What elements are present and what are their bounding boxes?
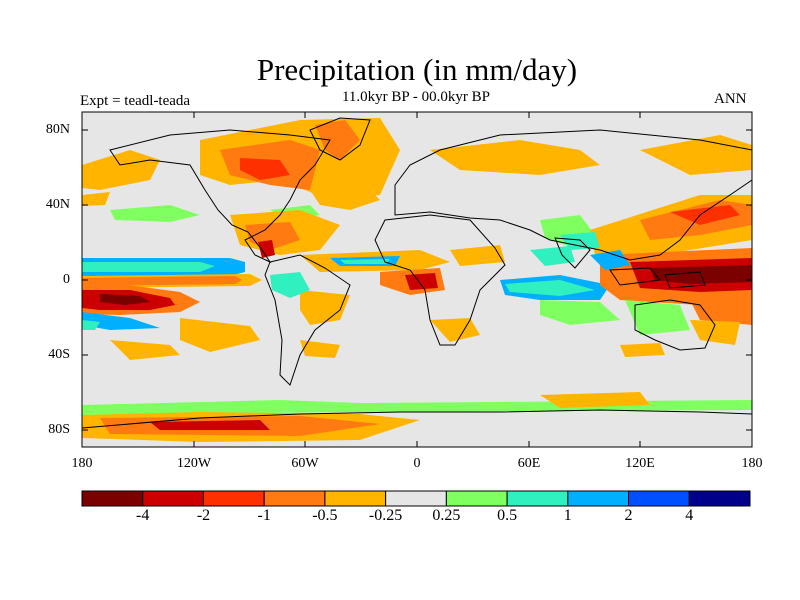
anomaly-eq-pacific-orange <box>82 276 242 286</box>
lon-tick-60e: 60E <box>517 456 541 471</box>
colorbar-swatch <box>81 490 144 507</box>
colorbar-swatch <box>324 490 387 507</box>
anomaly-asia-orange-red <box>670 205 740 225</box>
colorbar-label: -4 <box>136 507 150 524</box>
colorbar-label: 1 <box>563 507 572 524</box>
coastline-greenland <box>309 117 371 161</box>
colorbar-label: -2 <box>196 507 211 524</box>
colorbar-label: -0.25 <box>368 507 403 524</box>
anomaly-australia-south-gold <box>620 343 665 357</box>
season-label: ANN <box>714 91 747 107</box>
anomaly-south-pacific-sky <box>82 312 160 330</box>
anomaly-west-pacific-south-orange <box>690 298 752 325</box>
coastline-australia <box>634 299 716 351</box>
axis-ticks <box>82 112 752 447</box>
colorbar-label: 0.25 <box>432 507 461 524</box>
coastline-africa <box>374 214 506 346</box>
anomaly-australia-green <box>625 300 690 335</box>
lon-tick-120e: 120E <box>625 456 655 471</box>
coastline-north-america <box>109 129 331 264</box>
colorbar-swatch <box>506 490 569 507</box>
colorbar-swatch <box>385 490 447 507</box>
anomaly-south-america-gold <box>300 290 350 325</box>
anomaly-south-pacific-gold-1 <box>180 318 260 352</box>
lon-tick-180w: 180 <box>71 456 93 471</box>
anomaly-alaska-gold <box>82 150 160 190</box>
anomaly-north-pacific-gold <box>82 192 110 206</box>
colorbar-swatch <box>202 490 265 507</box>
lat-tick-80s: 80S <box>48 422 70 437</box>
coastline-maritime-islands <box>609 267 706 289</box>
lon-tick-180e: 180 <box>741 456 763 471</box>
anomaly-south-pacific-aqua <box>82 320 100 330</box>
lat-tick-40s: 40S <box>48 347 70 362</box>
anomaly-indochina-aqua <box>560 232 600 250</box>
anomaly-southern-ocean-red <box>150 420 270 430</box>
chart-title: Precipitation (in mm/day) <box>256 52 578 87</box>
colorbar-swatch <box>445 490 508 507</box>
anomaly-arctic-orange-red <box>240 158 290 180</box>
anomaly-southern-ocean-east-gold <box>540 392 650 408</box>
anomaly-africa-red <box>405 273 438 290</box>
anomaly-atlantic-aqua <box>340 259 390 264</box>
coastlines <box>82 117 752 429</box>
anomaly-africa-east-gold <box>450 245 505 266</box>
map-plot-area <box>82 112 752 447</box>
anomaly-indian-ocean-aqua <box>505 280 595 296</box>
colorbar-swatch <box>567 490 630 507</box>
colorbar-label: 0.5 <box>497 507 518 524</box>
lat-tick-0: 0 <box>63 272 70 287</box>
anomaly-indian-ocean-green <box>540 300 620 325</box>
colorbar-swatch <box>628 490 690 507</box>
lon-tick-120w: 120W <box>176 456 212 471</box>
anomaly-eq-pacific-north-aqua <box>82 262 215 272</box>
coastline-eurasia <box>394 129 752 261</box>
anomaly-south-pacific-gold-2 <box>110 340 180 360</box>
anomaly-north-atlantic-gold <box>310 180 380 210</box>
anomaly-maritime-sky <box>590 250 630 270</box>
anomaly-south-america-aqua <box>270 272 310 298</box>
colorbar-swatch <box>688 490 751 507</box>
anomaly-south-pacific-darkred <box>100 294 150 305</box>
anomaly-eurasia-gold-1 <box>430 140 600 175</box>
experiment-label: Expt = teadl-teada <box>80 93 191 109</box>
anomaly-arabia-aqua <box>530 246 575 266</box>
anomaly-south-pacific-gold-3 <box>300 340 340 358</box>
coastline-south-america <box>264 254 351 386</box>
colorbar-swatch <box>263 490 326 507</box>
anomaly-caribbean-red <box>258 240 275 258</box>
colorbar <box>81 490 751 507</box>
colorbar-label: 2 <box>624 507 633 524</box>
colorbar-label: -0.5 <box>312 507 338 524</box>
anomaly-north-pacific-green <box>110 205 200 222</box>
chart-subtitle: 11.0kyr BP - 00.0kyr BP <box>341 89 491 105</box>
colorbar-swatch <box>142 490 204 507</box>
coastline-india <box>554 237 591 269</box>
anomaly-greenland-orange <box>315 120 360 160</box>
colorbar-label: 4 <box>685 507 694 524</box>
colorbar-label: -1 <box>257 507 271 524</box>
lon-tick-60w: 60W <box>291 456 319 471</box>
lat-tick-40n: 40N <box>45 197 70 212</box>
lat-tick-80n: 80N <box>45 122 70 137</box>
anomaly-west-pacific-south-gold <box>690 320 740 345</box>
coastline-antarctica <box>82 409 752 429</box>
lon-tick-0: 0 <box>413 456 421 471</box>
